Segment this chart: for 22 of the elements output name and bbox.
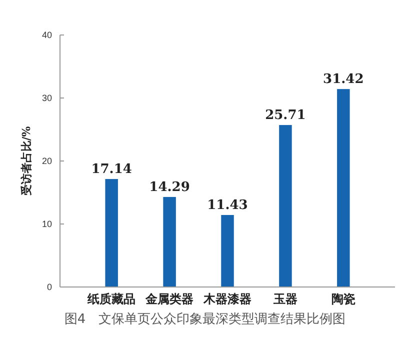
x-tick-label: 玉器: [272, 292, 298, 306]
y-tick-label: 20: [42, 156, 52, 166]
text: 图4 文保单页公众印象最深类型调查结果比例图: [64, 312, 346, 327]
data-label: 14.29: [149, 180, 190, 195]
x-tick-label: 纸质藏品: [86, 292, 136, 306]
y-tick-label: 10: [42, 219, 52, 230]
y-tick-label: 0: [46, 282, 52, 292]
bar: [337, 89, 350, 287]
x-tick-label: 金属类器: [144, 292, 194, 306]
y-tick-label: 30: [42, 93, 52, 104]
y-axis-title: 受访者占比/%: [20, 126, 33, 197]
bar: [163, 196, 176, 287]
x-tick-label: 陶瓷: [331, 292, 356, 306]
bar: [279, 125, 292, 287]
bar: [221, 214, 234, 287]
data-label: 11.43: [207, 198, 248, 213]
bar: [105, 179, 118, 287]
data-label: 31.42: [323, 72, 364, 88]
data-label: 25.71: [265, 108, 306, 124]
x-tick-label: 木器漆器: [202, 292, 252, 306]
y-tick-label: 40: [42, 30, 52, 40]
data-label: 17.14: [91, 162, 132, 178]
